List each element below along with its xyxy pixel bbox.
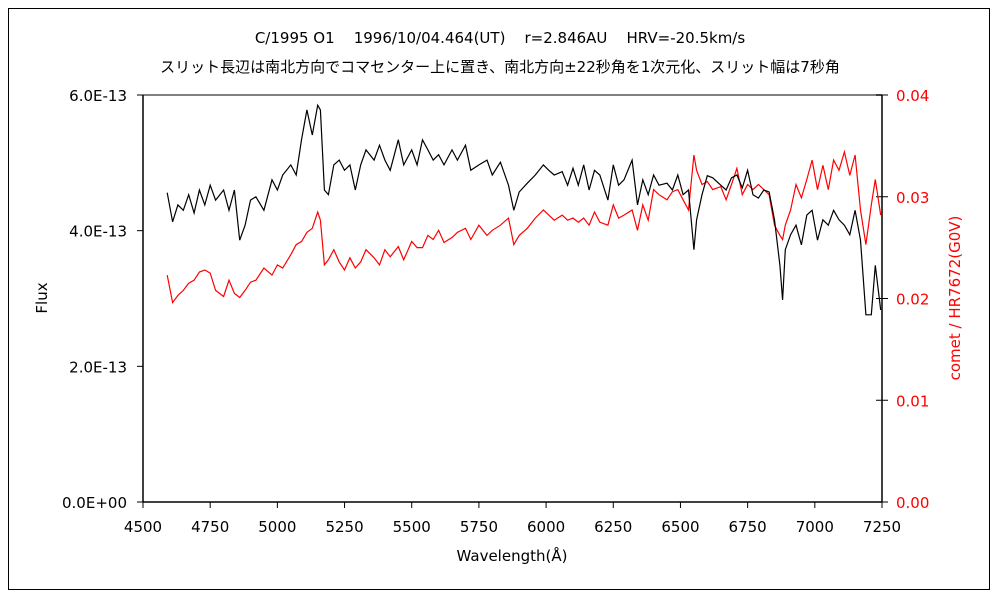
- x-tick-label: 5750: [460, 518, 498, 536]
- y2-tick-label: 0.01: [896, 392, 929, 410]
- chart-subtitle: スリット長辺は南北方向でコマセンター上に置き、南北方向±22秒角を1次元化、スリ…: [160, 58, 840, 76]
- ratio-series-line: [166, 149, 882, 305]
- x-tick-label: 7000: [796, 518, 834, 536]
- x-tick-label: 5250: [325, 518, 363, 536]
- x-tick-label: 4750: [191, 518, 229, 536]
- y-tick-label: 4.0E-13: [69, 223, 127, 241]
- y-axis-label: Flux: [33, 282, 51, 313]
- y2-tick-label: 0.00: [896, 494, 929, 512]
- x-tick-label: 4500: [124, 518, 162, 536]
- x-tick-label: 7250: [863, 518, 901, 536]
- x-tick-label: 5000: [258, 518, 296, 536]
- x-tick-label: 6750: [729, 518, 767, 536]
- x-tick-label: 6500: [661, 518, 699, 536]
- y-tick-label: 2.0E-13: [69, 358, 127, 376]
- x-tick-label: 6000: [527, 518, 565, 536]
- y2-tick-label: 0.03: [896, 189, 929, 207]
- x-axis-label: Wavelength(Å): [457, 546, 568, 565]
- chart-title: C/1995 O1 1996/10/04.464(UT) r=2.846AU H…: [254, 29, 746, 47]
- x-tick-label: 5500: [393, 518, 431, 536]
- chart-frame: [8, 8, 990, 590]
- y2-tick-label: 0.04: [896, 87, 929, 105]
- flux-series-line: [166, 103, 882, 316]
- y-tick-label: 6.0E-13: [69, 87, 127, 105]
- y2-axis-label: comet / HR7672(G0V): [946, 216, 964, 381]
- y2-tick-label: 0.02: [896, 291, 929, 309]
- y-tick-label: 0.0E+00: [62, 494, 127, 512]
- x-tick-label: 6250: [594, 518, 632, 536]
